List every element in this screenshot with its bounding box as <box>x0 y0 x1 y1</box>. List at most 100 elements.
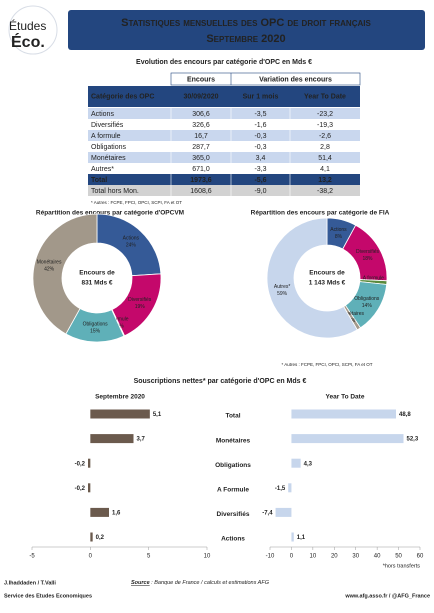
slice-value: 42% <box>44 266 55 272</box>
x-tick-label: 10 <box>310 554 317 560</box>
table-row <box>88 130 360 141</box>
chart-title: Répartition des encours par catégorie de… <box>251 210 390 217</box>
table-cell: -0,3 <box>254 144 266 151</box>
table-header <box>88 86 360 107</box>
slice-label: A formule <box>107 317 128 323</box>
slice-value: 24% <box>126 243 137 249</box>
table-cell: 13,2 <box>318 177 332 184</box>
x-tick-label: 10 <box>204 554 211 560</box>
table-cell: 51,4 <box>318 155 332 162</box>
table-cell: 16,7 <box>194 133 208 140</box>
bar-value-label: 1,6 <box>112 510 121 516</box>
donut-center-text: Encours de <box>79 270 115 277</box>
bar-value-label: 4,3 <box>304 461 313 467</box>
chart-title: Répartition des encours par catégorie d'… <box>36 210 184 217</box>
donut-slice <box>32 213 98 335</box>
slice-value: 14% <box>362 303 373 309</box>
slice-label: Obligations <box>83 321 109 327</box>
slice-label: Monétaires <box>37 259 62 265</box>
bar-value-label: 52,3 <box>407 437 419 443</box>
table-row <box>88 163 360 174</box>
table-cell: Diversifiés <box>91 122 124 129</box>
bar <box>288 483 292 493</box>
bar <box>90 507 109 517</box>
table-cell: -19,3 <box>317 122 333 129</box>
slice-label: Autres* <box>274 284 290 290</box>
x-tick-label: 30 <box>352 554 359 560</box>
table-cell: Monétaires <box>91 155 126 162</box>
bar <box>291 458 301 468</box>
logo-top: Études <box>9 18 46 33</box>
bar <box>291 532 294 542</box>
table-cell: 1973,6 <box>190 177 212 184</box>
section-title: Souscriptions nettes* par catégorie d'OP… <box>134 378 307 385</box>
table-title: Evolution des encours par catégorie d'OP… <box>136 59 312 66</box>
bar <box>88 458 91 468</box>
logo-bottom: Éco. <box>11 32 45 51</box>
header-title: Statistiques mensuelles des OPC de droit… <box>121 17 371 29</box>
table-row <box>88 141 360 152</box>
table-cell: Autres* <box>91 166 114 173</box>
table-row <box>88 174 360 185</box>
table-cell: 287,7 <box>192 144 210 151</box>
bar <box>90 532 93 542</box>
x-tick-label: -5 <box>29 554 35 560</box>
logo-ring <box>8 5 58 55</box>
table-row <box>88 185 360 196</box>
bar-value-label: 5,1 <box>153 412 162 418</box>
header-box <box>68 10 425 50</box>
table-cell: -2,6 <box>319 133 331 140</box>
slice-value: 59% <box>277 291 288 297</box>
chart-title: Year To Date <box>326 394 365 401</box>
table-cell: -3,5 <box>254 111 266 118</box>
bar-value-label: 48,8 <box>399 412 411 418</box>
slice-label: Obligations <box>354 296 380 302</box>
footer-source: Source : Banque de France / calculs et e… <box>131 580 270 586</box>
chart-footnote: *hors transferts <box>383 563 421 569</box>
x-tick-label: 50 <box>395 554 402 560</box>
table-cell: 326,6 <box>192 122 210 129</box>
bar-value-label: 1,1 <box>297 535 306 541</box>
slice-label: Actions <box>330 227 347 233</box>
bar-value-label: -1,5 <box>275 486 286 492</box>
x-tick-label: 20 <box>331 554 338 560</box>
table-header-cell: Sur 1 mois <box>243 93 279 100</box>
table-cell: -23,2 <box>317 111 333 118</box>
x-tick-label: 40 <box>374 554 381 560</box>
donut-center-text: 831 Mds € <box>81 280 112 287</box>
footer-service: Service des Etudes Economiques <box>4 593 92 599</box>
donut-slice <box>266 217 358 339</box>
bar <box>90 409 150 419</box>
bar <box>291 434 404 444</box>
category-label: A Formule <box>217 487 249 494</box>
category-label: Diversifiés <box>217 511 250 518</box>
x-tick-label: 0 <box>89 554 93 560</box>
bar-value-label: 0,2 <box>96 535 105 541</box>
table-header-top-cell: Encours <box>187 76 215 83</box>
bar <box>90 434 134 444</box>
x-tick-label: 5 <box>147 554 151 560</box>
slice-label: A formule <box>363 275 384 281</box>
donut-hole <box>63 244 131 312</box>
table-cell: -5,6 <box>254 177 266 184</box>
header-subtitle: Septembre 2020 <box>206 33 285 45</box>
table-cell: 3,4 <box>256 155 266 162</box>
slice-value: 19% <box>135 304 146 310</box>
donut-center-text: 1 143 Mds € <box>309 280 346 287</box>
chart-footnote: * Autres : FCPE, FPCI, OPCI, SCPI, FA et… <box>281 362 372 367</box>
donut-hole <box>295 246 359 310</box>
bar-value-label: -0,2 <box>75 461 86 467</box>
bar-value-label: 3,7 <box>137 437 146 443</box>
bar-value-label: -0,2 <box>75 486 86 492</box>
table-header-top <box>170 72 361 86</box>
table-row <box>88 119 360 130</box>
table-cell: -38,2 <box>317 188 333 195</box>
table-header-cell: Catégorie des OPC <box>91 93 154 100</box>
slice-label: Monétaires <box>339 311 364 317</box>
x-tick-label: 0 <box>290 554 294 560</box>
table-cell: 2,8 <box>320 144 330 151</box>
source-label: Source <box>131 580 150 586</box>
source-text: : Banque de France / calculs et estimati… <box>150 580 270 586</box>
table-header-cell: Year To Date <box>304 93 346 100</box>
